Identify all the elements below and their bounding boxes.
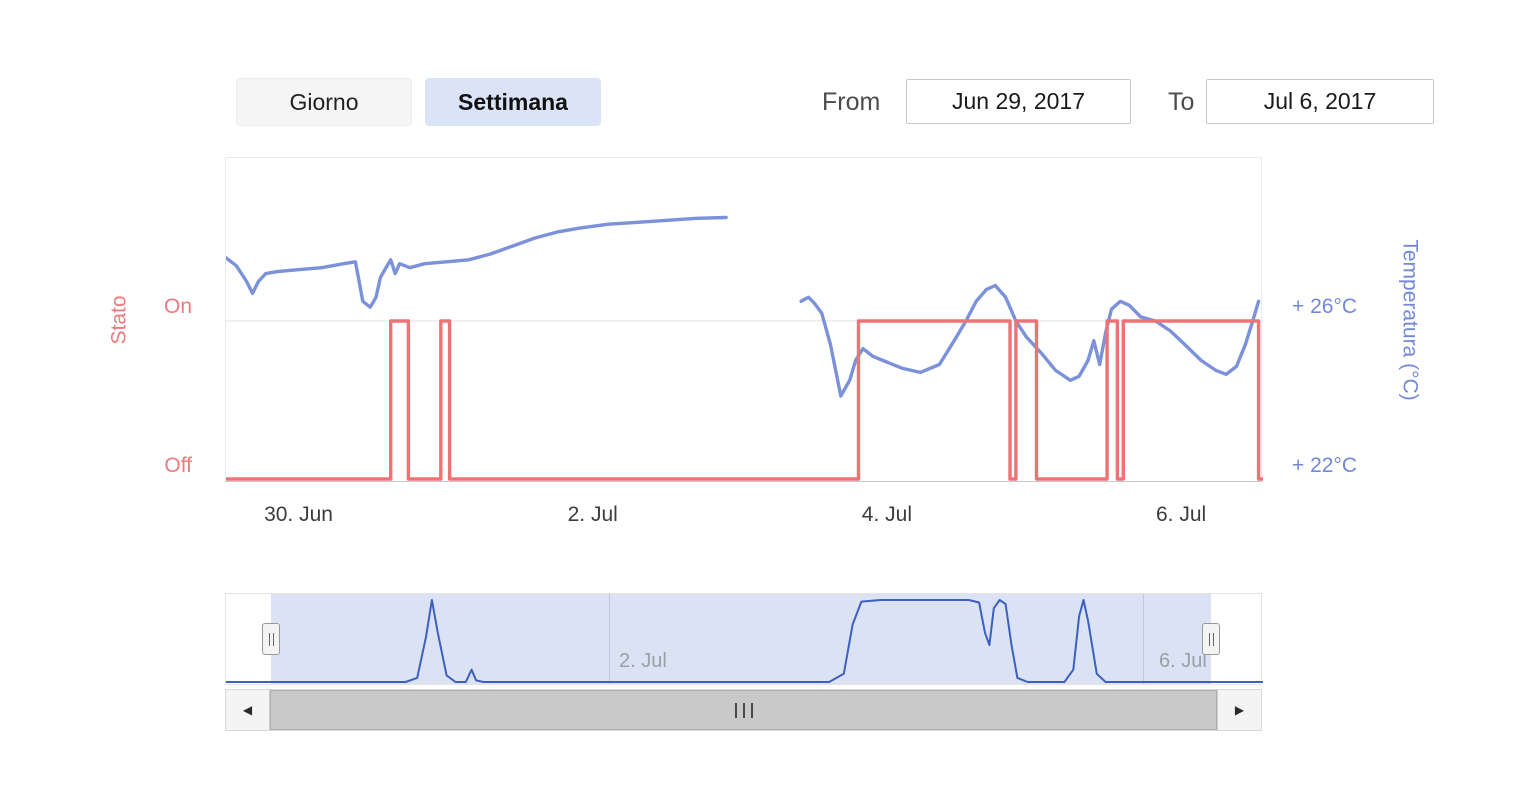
right-axis-tick-26c: + 26°C [1292,295,1358,318]
scrollbar-left-button[interactable]: ◀ [226,690,270,730]
chart-navigator[interactable]: 2. Jul 6. Jul [225,593,1263,685]
handle-grip-icon [1212,632,1214,646]
handle-grip-icon [268,632,270,646]
navigator-handle-right[interactable] [1202,623,1220,655]
view-button-settimana[interactable]: Settimana [425,78,601,126]
handle-grip-icon [1208,632,1210,646]
to-date-input[interactable] [1206,79,1434,124]
right-axis-title: Temperatura (°C) [1390,157,1430,482]
handle-grip-icon [272,632,274,646]
navigator-handle-left[interactable] [262,623,280,655]
main-chart-canvas [226,215,1263,481]
navigator-date-label: 6. Jul [1159,650,1207,672]
scrollbar-grip-icon [734,702,737,718]
scrollbar-thumb[interactable] [270,690,1217,730]
view-button-giorno[interactable]: Giorno [236,78,412,126]
scrollbar-grip-icon [742,702,745,718]
right-axis-tick-22c: + 22°C [1292,454,1358,477]
navigator-selected-range[interactable] [271,594,1211,684]
from-label: From [822,87,881,116]
to-label: To [1168,87,1195,116]
chart-scrollbar[interactable]: ◀ ▶ [225,689,1262,731]
from-date-input[interactable] [906,79,1131,124]
right-axis-title-text: Temperatura (°C) [1399,238,1422,401]
main-chart-plot-area[interactable] [225,157,1263,482]
x-axis-label: 4. Jul [861,503,912,526]
scrollbar-right-button[interactable]: ▶ [1217,690,1261,730]
x-axis-labels: 30. Jun 2. Jul 4. Jul 6. Jul [0,503,1527,535]
left-axis-title-text: Stato [108,294,132,345]
left-axis-tick-on: On [163,295,192,318]
scrollbar-grip-icon [750,702,753,718]
right-arrow-icon: ▶ [1234,703,1245,717]
navigator-date-label: 2. Jul [619,650,667,672]
navigator-canvas [226,599,1263,683]
x-axis-label: 2. Jul [567,503,618,526]
navigator-gridline [1143,594,1144,684]
x-axis-label: 30. Jun [264,503,333,526]
navigator-gridline [609,594,610,684]
left-arrow-icon: ◀ [242,703,253,717]
left-axis-tick-off: Off [164,454,192,477]
x-axis-label: 6. Jul [1155,503,1207,526]
